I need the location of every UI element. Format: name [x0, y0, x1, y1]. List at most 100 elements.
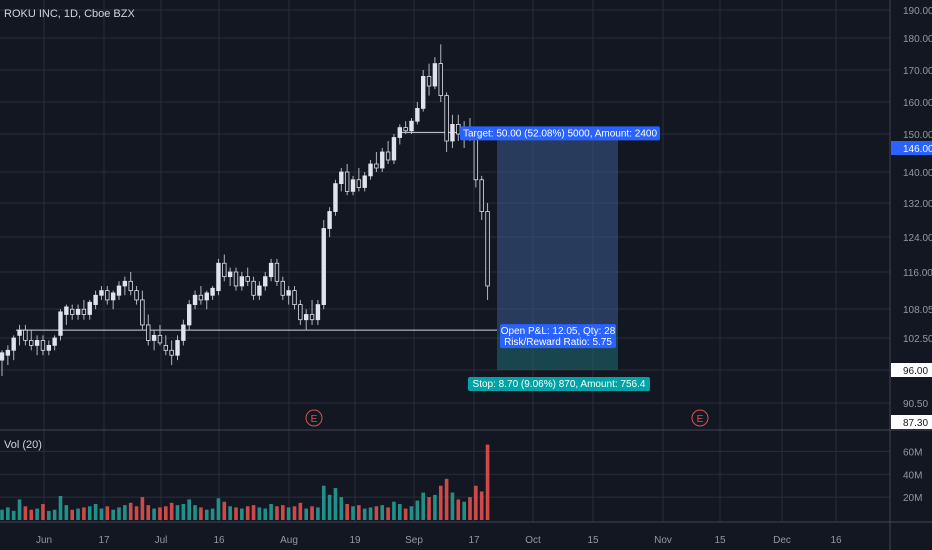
- volume-bar: [386, 507, 390, 520]
- candle[interactable]: [23, 329, 28, 341]
- candle[interactable]: [75, 308, 81, 315]
- candle[interactable]: [198, 294, 204, 301]
- candle[interactable]: [87, 301, 92, 315]
- candle[interactable]: [444, 95, 449, 142]
- candle[interactable]: [151, 334, 157, 341]
- target-label-box[interactable]: [460, 126, 660, 141]
- candle[interactable]: [105, 290, 110, 301]
- candle[interactable]: [128, 280, 133, 292]
- earnings-marker[interactable]: E: [305, 409, 323, 427]
- candle[interactable]: [368, 163, 373, 177]
- candle[interactable]: [5, 349, 11, 356]
- candle[interactable]: [350, 179, 356, 192]
- candle[interactable]: [298, 304, 303, 321]
- target-zone[interactable]: [497, 132, 618, 331]
- candle[interactable]: [251, 280, 256, 296]
- candle[interactable]: [169, 349, 174, 356]
- candle[interactable]: [356, 179, 362, 188]
- candle[interactable]: [327, 211, 332, 229]
- candle[interactable]: [216, 262, 221, 292]
- candle[interactable]: [485, 211, 490, 287]
- earnings-marker[interactable]: E: [691, 409, 709, 427]
- earnings-circle[interactable]: [691, 409, 709, 427]
- pnl-label-box[interactable]: [500, 324, 616, 349]
- candle[interactable]: [257, 285, 262, 296]
- candle[interactable]: [81, 308, 87, 315]
- candle[interactable]: [286, 290, 291, 296]
- candle[interactable]: [280, 280, 285, 296]
- candle[interactable]: [385, 151, 391, 161]
- candle[interactable]: [99, 290, 104, 296]
- candle[interactable]: [122, 280, 128, 287]
- time-axis-label: Dec: [773, 535, 791, 546]
- candle[interactable]: [233, 271, 239, 287]
- candle[interactable]: [17, 329, 22, 336]
- candle[interactable]: [450, 124, 455, 142]
- candle[interactable]: [146, 324, 151, 341]
- candle[interactable]: [245, 276, 250, 282]
- stop-label-box[interactable]: [468, 377, 650, 391]
- candle[interactable]: [210, 287, 215, 296]
- candle[interactable]: [181, 324, 186, 341]
- candle[interactable]: [40, 340, 46, 351]
- candle[interactable]: [403, 127, 408, 132]
- candle[interactable]: [58, 311, 63, 336]
- candle[interactable]: [175, 340, 180, 356]
- volume-bar: [421, 492, 425, 520]
- candle[interactable]: [292, 290, 297, 305]
- candle[interactable]: [93, 294, 98, 305]
- candle[interactable]: [186, 304, 192, 326]
- candle[interactable]: [34, 340, 40, 346]
- candle[interactable]: [116, 285, 122, 296]
- candle[interactable]: [380, 151, 385, 169]
- candle[interactable]: [204, 292, 209, 301]
- candle[interactable]: [263, 276, 268, 287]
- candle[interactable]: [391, 137, 397, 161]
- candle[interactable]: [479, 179, 484, 212]
- candle[interactable]: [409, 120, 414, 132]
- candle[interactable]: [333, 183, 338, 212]
- candle[interactable]: [140, 299, 145, 326]
- candle[interactable]: [426, 76, 432, 87]
- candle[interactable]: [222, 262, 227, 278]
- candle[interactable]: [303, 314, 309, 321]
- candle[interactable]: [64, 306, 69, 315]
- candle[interactable]: [344, 171, 350, 192]
- position-labels[interactable]: Target: 50.00 (52.08%) 5000, Amount: 240…: [460, 126, 660, 391]
- earnings-circle[interactable]: [305, 409, 323, 427]
- candle[interactable]: [163, 344, 168, 351]
- candle[interactable]: [397, 127, 402, 138]
- candle[interactable]: [339, 171, 344, 185]
- candle[interactable]: [11, 337, 16, 351]
- position-zones[interactable]: [497, 132, 618, 370]
- candle[interactable]: [52, 337, 57, 346]
- candle[interactable]: [456, 124, 461, 135]
- candle[interactable]: [192, 294, 198, 305]
- candle[interactable]: [134, 290, 139, 301]
- candle[interactable]: [268, 262, 274, 278]
- candle[interactable]: [227, 271, 233, 278]
- candle[interactable]: [274, 262, 280, 282]
- candle[interactable]: [46, 344, 51, 351]
- candle[interactable]: [362, 175, 367, 188]
- candle[interactable]: [239, 276, 245, 287]
- candle[interactable]: [110, 292, 116, 301]
- candle[interactable]: [315, 304, 321, 321]
- candle[interactable]: [415, 108, 420, 122]
- candle[interactable]: [374, 163, 379, 169]
- candle[interactable]: [321, 228, 326, 305]
- stop-label[interactable]: Stop: 8.70 (9.06%) 870, Amount: 756.4: [468, 377, 650, 391]
- target-label[interactable]: Target: 50.00 (52.08%) 5000, Amount: 240…: [460, 126, 660, 141]
- candle[interactable]: [438, 63, 443, 96]
- candle[interactable]: [432, 63, 438, 87]
- candle[interactable]: [309, 314, 315, 321]
- candle[interactable]: [0, 352, 5, 361]
- candle[interactable]: [29, 340, 34, 346]
- candle[interactable]: [473, 137, 479, 181]
- candle[interactable]: [420, 76, 426, 109]
- candle[interactable]: [157, 334, 163, 344]
- candle[interactable]: [70, 308, 75, 315]
